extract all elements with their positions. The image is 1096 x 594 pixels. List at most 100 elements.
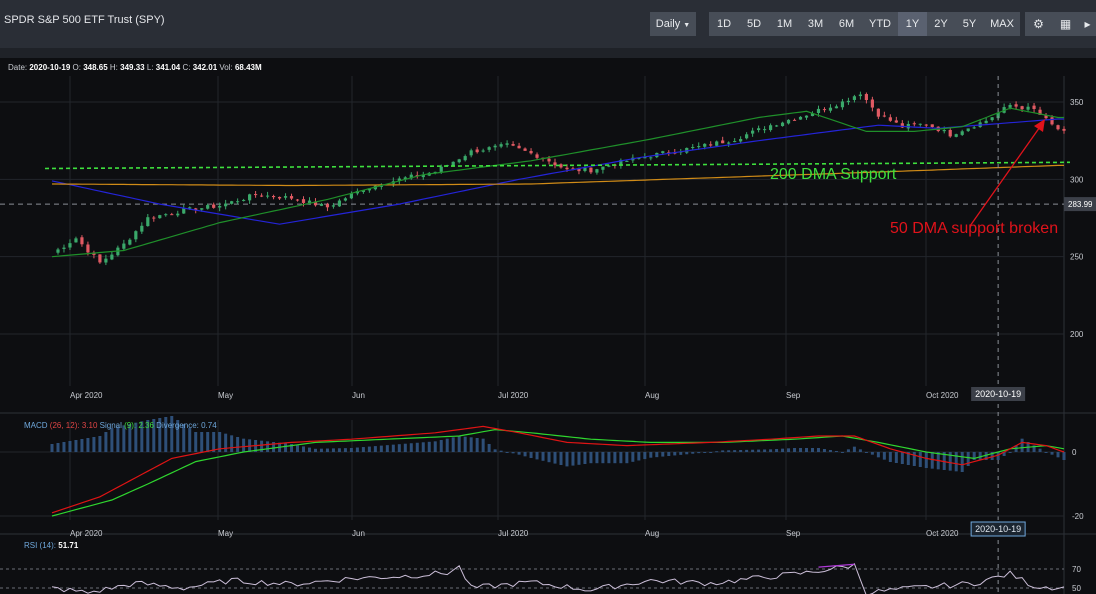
macd-histogram-bar <box>870 452 874 455</box>
month-label: May <box>218 391 233 400</box>
crosshair-date-tag <box>970 521 1026 537</box>
settings-button[interactable]: ⚙ <box>1025 12 1053 36</box>
month-label: Oct 2020 <box>926 391 959 400</box>
macd-histogram-bar <box>236 437 240 452</box>
macd-histogram-bar <box>1020 438 1024 452</box>
macd-histogram-bar <box>367 446 371 452</box>
macd-histogram-bar <box>140 421 144 452</box>
macd-histogram-bar <box>703 452 707 453</box>
price-candle <box>619 160 623 166</box>
price-candle <box>188 207 192 209</box>
calculator-button[interactable]: ▦ <box>1052 12 1080 36</box>
macd-histogram-bar <box>637 452 641 461</box>
range-ytd-button[interactable]: YTD <box>862 12 899 36</box>
macd-histogram-bar <box>475 438 479 452</box>
ohlc-low-label: L: <box>146 63 154 72</box>
price-candle <box>816 108 821 114</box>
range-1d-button[interactable]: 1D <box>709 12 740 36</box>
macd-histogram-bar <box>445 438 449 452</box>
price-candle <box>80 237 84 245</box>
crosshair-date-tag <box>971 387 1026 401</box>
macd-histogram-bar <box>553 452 557 464</box>
price-candle <box>98 254 102 263</box>
price-candle <box>607 165 611 167</box>
price-candle <box>122 243 126 249</box>
macd-histogram-bar <box>427 441 431 452</box>
price-candle <box>1032 105 1036 109</box>
macd-histogram-bar <box>649 452 653 458</box>
price-candle <box>1044 115 1048 119</box>
price-candle <box>158 215 162 219</box>
macd-histogram-bar <box>685 452 689 455</box>
stock-chart[interactable]: Apr 2020 Apr 2020 May May Jun Jun Jul 2020 Jul … <box>0 58 1096 594</box>
macd-value: 3.10 <box>81 421 98 430</box>
price-marker-tag <box>1064 197 1096 212</box>
signal-param: (9): <box>124 421 137 430</box>
price-candle <box>571 168 575 170</box>
macd-histogram-bar <box>200 432 204 452</box>
macd-histogram-bar <box>433 441 437 452</box>
range-5y-button[interactable]: 5Y <box>955 12 985 36</box>
macd-histogram-bar <box>667 452 671 456</box>
price-candle <box>774 125 779 127</box>
range-3m-button[interactable]: 3M <box>800 12 832 36</box>
macd-histogram-bar <box>68 441 72 452</box>
price-candle <box>301 199 306 203</box>
interval-select[interactable]: Daily ▼ <box>650 12 696 36</box>
range-1y-button[interactable]: 1Y <box>898 12 928 36</box>
price-candle <box>457 159 461 163</box>
price-candle <box>798 116 803 120</box>
macd-histogram-bar <box>152 419 156 452</box>
price-candle <box>265 195 270 197</box>
price-candle <box>751 130 755 134</box>
month-label: Aug <box>645 391 659 400</box>
range-1m-button[interactable]: 1M <box>769 12 801 36</box>
month-label: Sep <box>786 529 801 538</box>
price-candle <box>1026 106 1030 110</box>
ohlc-close-label: C: <box>182 63 191 72</box>
price-candle <box>888 117 892 121</box>
macd-histogram-bar <box>1056 452 1060 458</box>
price-candle <box>715 141 719 146</box>
price-candle <box>834 106 839 109</box>
macd-histogram-bar <box>319 448 323 452</box>
macd-histogram-bar <box>421 442 425 452</box>
macd-histogram-bar <box>727 450 731 452</box>
price-candle <box>643 157 647 159</box>
price-candle <box>200 208 204 210</box>
range-5d-button[interactable]: 5D <box>739 12 770 36</box>
macd-histogram-bar <box>924 452 928 468</box>
price-candle <box>451 161 455 167</box>
signal-line <box>51 428 1065 517</box>
range-6m-button[interactable]: 6M <box>831 12 863 36</box>
price-candle <box>864 94 868 101</box>
range-max-button[interactable]: MAX <box>984 12 1020 36</box>
macd-histogram-bar <box>511 452 515 454</box>
macd-histogram-bar <box>505 452 509 453</box>
price-candle <box>577 168 581 172</box>
interval-label: Daily <box>655 18 681 30</box>
overflow-button[interactable]: ▸ <box>1079 12 1096 36</box>
macd-histogram-bar <box>894 452 898 463</box>
macd-histogram-bar <box>793 448 797 452</box>
macd-histogram-bar <box>996 452 1000 460</box>
divergence-value: 0.74 <box>201 421 217 430</box>
macd-histogram-bar <box>391 444 395 452</box>
price-candle <box>589 167 593 173</box>
range-2y-button[interactable]: 2Y <box>927 12 956 36</box>
price-candle <box>475 149 479 153</box>
price-candle <box>511 144 515 146</box>
macd-histogram-bar <box>805 448 809 452</box>
macd-histogram-bar <box>577 452 581 465</box>
price-candle <box>271 195 276 198</box>
macd-histogram-bar <box>906 452 910 465</box>
macd-histogram-bar <box>284 443 288 452</box>
macd-histogram-bar <box>361 447 365 452</box>
month-label: Aug <box>645 529 659 538</box>
macd-tick-label: 0 <box>1072 448 1077 457</box>
macd-histogram-bar <box>337 448 341 452</box>
macd-histogram-bar <box>828 450 832 452</box>
month-label: Jun <box>352 529 365 538</box>
price-candle <box>164 214 168 216</box>
macd-histogram-bar <box>397 444 401 452</box>
